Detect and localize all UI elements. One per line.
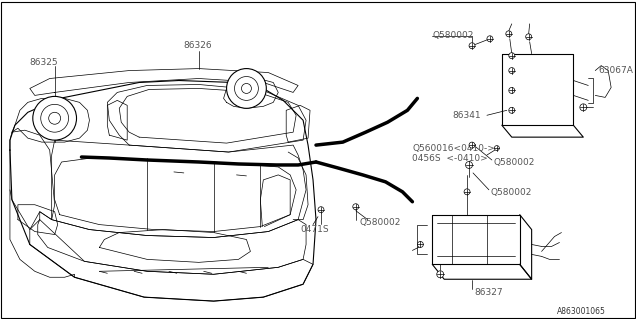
Circle shape	[318, 207, 324, 213]
Circle shape	[464, 189, 470, 195]
Text: Q580002: Q580002	[494, 158, 535, 167]
Circle shape	[580, 104, 587, 111]
Circle shape	[509, 68, 515, 74]
Circle shape	[33, 96, 77, 140]
Text: A863001065: A863001065	[557, 307, 605, 316]
Text: 86325: 86325	[30, 58, 58, 67]
Text: 86326: 86326	[184, 41, 212, 50]
Circle shape	[469, 43, 475, 49]
Text: Q580002: Q580002	[432, 31, 474, 40]
Circle shape	[509, 53, 515, 59]
Text: Q580002: Q580002	[360, 218, 401, 227]
Text: 86341: 86341	[452, 111, 481, 120]
Circle shape	[234, 76, 259, 100]
Circle shape	[41, 104, 68, 132]
Circle shape	[241, 84, 252, 93]
Circle shape	[465, 162, 472, 168]
Text: Q580002: Q580002	[491, 188, 532, 197]
Circle shape	[509, 87, 515, 93]
Text: 63067A: 63067A	[598, 66, 633, 75]
Circle shape	[436, 271, 444, 278]
Text: 86327: 86327	[474, 288, 502, 297]
Text: 0471S: 0471S	[300, 225, 329, 234]
Circle shape	[525, 34, 532, 40]
Text: Q560016<0410->: Q560016<0410->	[412, 144, 495, 153]
Circle shape	[506, 31, 512, 37]
Circle shape	[487, 36, 493, 42]
Circle shape	[227, 68, 266, 108]
Circle shape	[469, 142, 475, 148]
Circle shape	[49, 112, 61, 124]
Circle shape	[417, 242, 423, 247]
Circle shape	[353, 204, 359, 210]
Text: 0456S  <-0410>: 0456S <-0410>	[412, 154, 488, 163]
Circle shape	[494, 146, 499, 150]
Circle shape	[509, 107, 515, 113]
